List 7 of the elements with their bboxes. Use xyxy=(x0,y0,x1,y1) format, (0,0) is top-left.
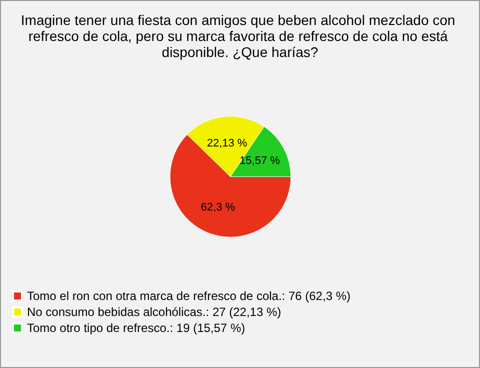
data-label: 62,3 % xyxy=(200,201,236,214)
data-label: 22,13 % xyxy=(206,138,248,150)
data-label: 15,57 % xyxy=(240,155,280,168)
legend-label: No consumo bebidas alcohólicas.: 27 (22,13 %) xyxy=(27,305,282,319)
legend-label: Tomo otro tipo de refresco.: 19 (15,57 %) xyxy=(27,321,246,335)
chart-title: Imagine tener una fiesta con amigos que beben alcohol mezclado con refresco de cola, pero su marca favorita de refresco de cola no está disponible. ¿Que harías? xyxy=(20,12,460,60)
legend-label: Tomo el ron con otra marca de refresco de cola.: 76 (62,3 %) xyxy=(27,289,350,303)
